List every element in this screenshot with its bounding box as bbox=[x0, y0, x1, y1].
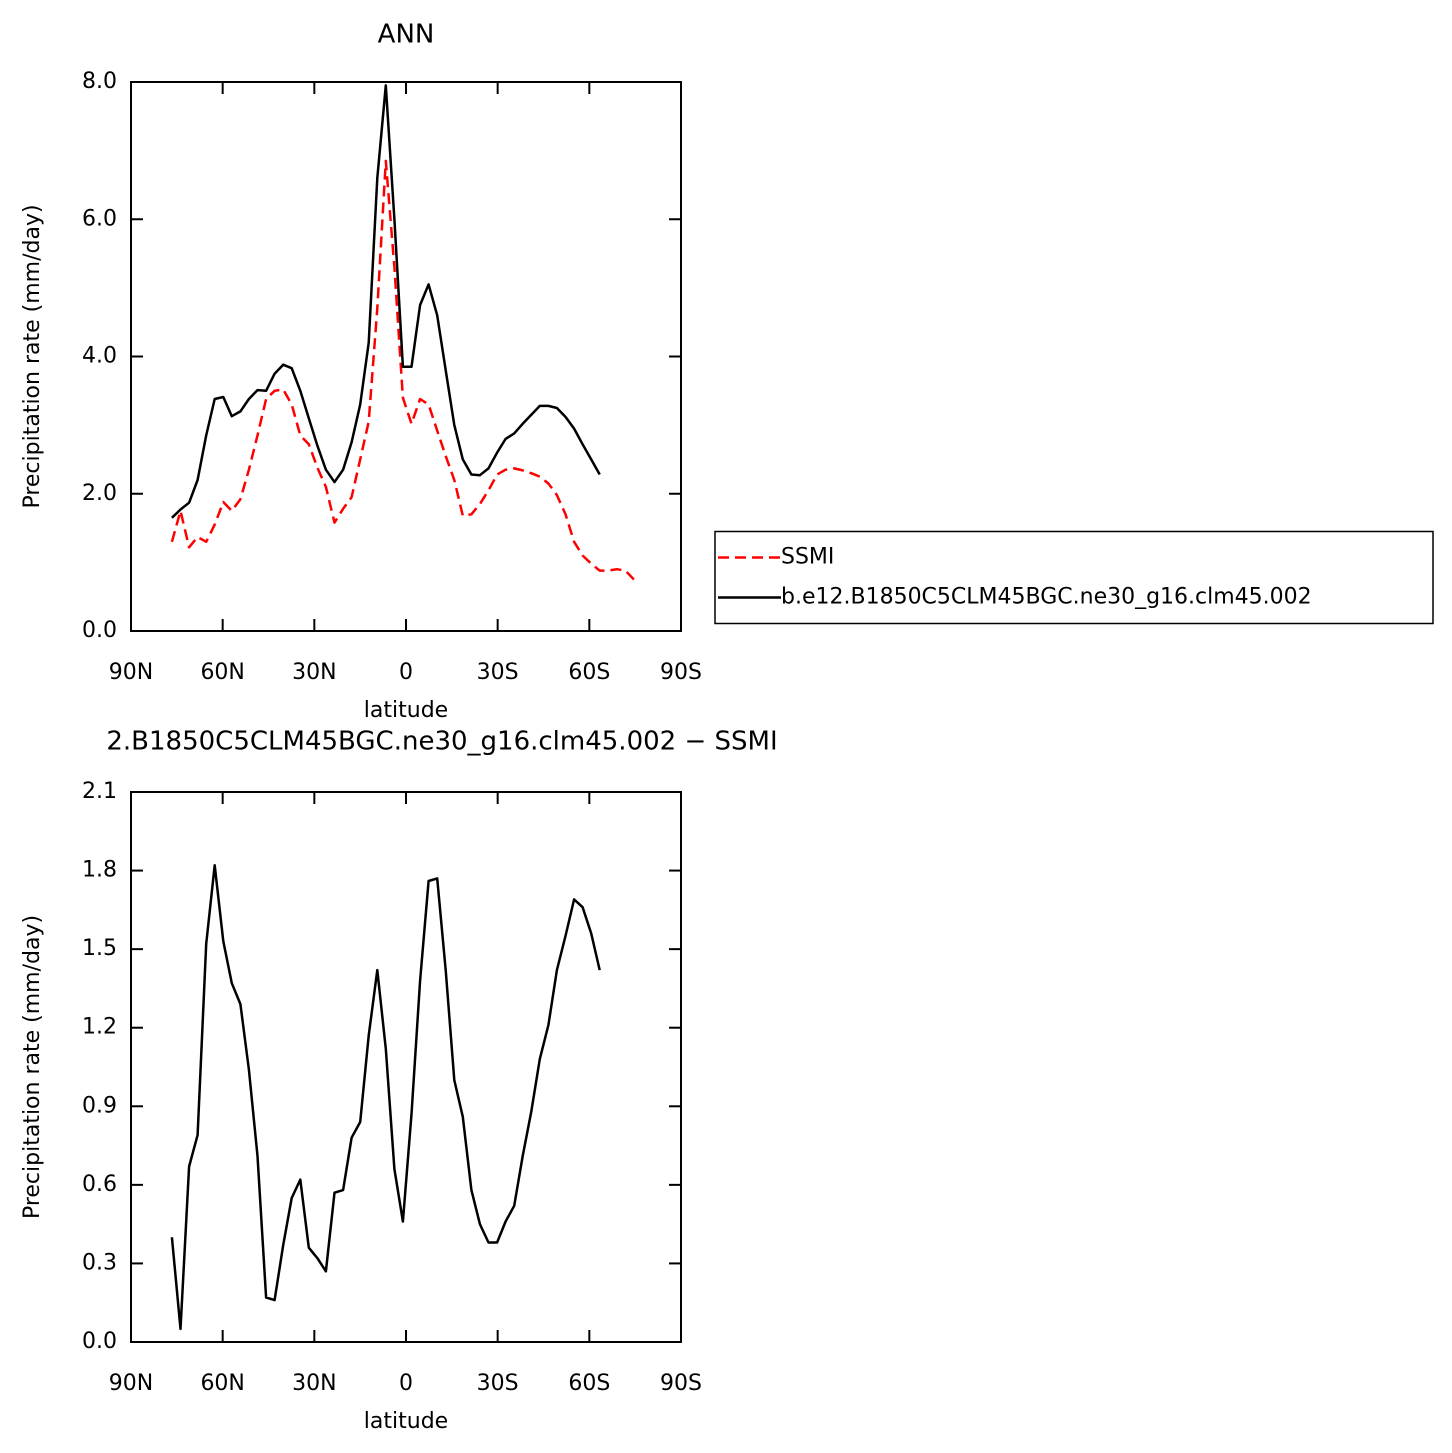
y-tick-label: 0.6 bbox=[82, 1172, 117, 1197]
data-line bbox=[171, 84, 601, 519]
x-tick-label: 90N bbox=[109, 1371, 153, 1396]
y-tick-label: 2.0 bbox=[82, 481, 117, 506]
plot-frame bbox=[130, 81, 682, 632]
data-line bbox=[170, 864, 601, 1331]
legend-label: SSMI bbox=[781, 545, 834, 570]
x-tick-label: 30N bbox=[292, 1371, 336, 1396]
legend-label: b.e12.B1850C5CLM45BGC.ne30_g16.clm45.002 bbox=[781, 585, 1312, 610]
data-line bbox=[170, 159, 635, 581]
x-tick-label: 60S bbox=[568, 1371, 610, 1396]
y-tick-label: 0.0 bbox=[82, 1329, 117, 1354]
x-tick-label: 30S bbox=[477, 660, 519, 685]
y-tick-label: 6.0 bbox=[82, 206, 117, 231]
chart-title: ANN bbox=[378, 20, 435, 50]
plot-frame bbox=[130, 791, 682, 1343]
x-tick-label: 90S bbox=[660, 1371, 702, 1396]
x-tick-label: 60N bbox=[200, 1371, 244, 1396]
x-tick-label: 90S bbox=[660, 660, 702, 685]
y-tick-label: 0.3 bbox=[82, 1250, 117, 1275]
y-tick-label: 1.2 bbox=[82, 1015, 117, 1040]
y-tick-label: 0.9 bbox=[82, 1093, 117, 1118]
chart-title: 2.B1850C5CLM45BGC.ne30_g16.clm45.002 − S… bbox=[106, 727, 777, 757]
y-tick-label: 0.0 bbox=[82, 618, 117, 643]
x-tick-label: 60N bbox=[200, 660, 244, 685]
x-tick-label: 90N bbox=[109, 660, 153, 685]
y-tick-label: 1.8 bbox=[82, 858, 117, 883]
x-tick-label: 0 bbox=[399, 1371, 413, 1396]
x-tick-label: 30N bbox=[292, 660, 336, 685]
x-tick-label: 60S bbox=[568, 660, 610, 685]
y-tick-label: 4.0 bbox=[82, 344, 117, 369]
y-tick-label: 8.0 bbox=[82, 69, 117, 94]
x-axis-label: latitude bbox=[364, 698, 448, 723]
x-axis-label: latitude bbox=[364, 1409, 448, 1434]
y-tick-label: 1.5 bbox=[82, 936, 117, 961]
y-axis-label: Precipitation rate (mm/day) bbox=[20, 915, 45, 1219]
y-axis-label: Precipitation rate (mm/day) bbox=[20, 204, 45, 508]
legend-box bbox=[714, 530, 1434, 625]
x-tick-label: 0 bbox=[399, 660, 413, 685]
x-tick-label: 30S bbox=[477, 1371, 519, 1396]
y-tick-label: 2.1 bbox=[82, 779, 117, 804]
